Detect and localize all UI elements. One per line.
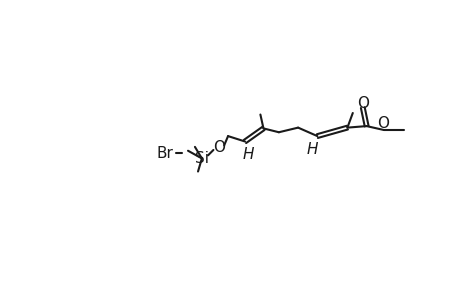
Text: O: O (213, 140, 224, 155)
Text: Br: Br (156, 146, 173, 160)
Text: O: O (377, 116, 389, 131)
Text: Si: Si (195, 151, 208, 166)
Text: H: H (242, 147, 253, 162)
Text: H: H (306, 142, 318, 157)
Text: O: O (356, 96, 368, 111)
